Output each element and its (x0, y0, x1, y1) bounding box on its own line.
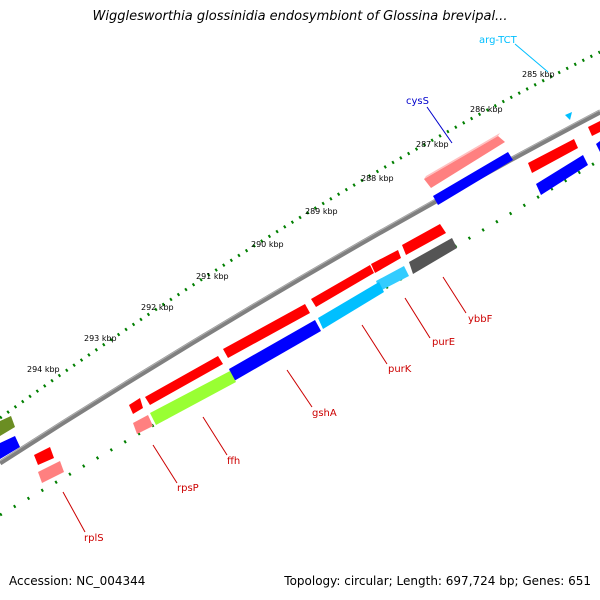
feature-gene-mid-3 (223, 304, 310, 358)
feature-gene-right-1 (528, 139, 578, 173)
label-gsha: gshA (312, 408, 337, 419)
leader-rpls (62, 491, 86, 533)
feature-gene-mid-1 (371, 250, 401, 273)
feature-gene-far-left (34, 447, 54, 465)
label-ybbf: ybbF (468, 314, 493, 325)
tick-label-294: 294 kbp (27, 365, 60, 374)
tick-label-291: 291 kbp (196, 272, 229, 281)
feature-gene-right-3 (536, 155, 588, 195)
feature-cyss-upper-top (424, 133, 500, 179)
map-title: Wigglesworthia glossinidia endosymbiont … (92, 9, 508, 24)
leader-arg-tct (514, 43, 549, 73)
feature-arg-tct-trna (565, 112, 572, 120)
label-cyss: cysS (406, 96, 429, 107)
feature-gene-left-2 (129, 398, 143, 414)
tick-label-289: 289 kbp (305, 207, 338, 216)
feature-ffh (150, 371, 236, 425)
label-ffh: ffh (227, 456, 240, 467)
leader-purk (361, 324, 388, 365)
tick-label-292: 292 kbp (141, 303, 174, 312)
genome-backbone-highlight (0, 109, 600, 462)
feature-gene-right-2 (588, 121, 600, 136)
genome-backbone (0, 109, 600, 466)
feature-ybbf-lower (409, 238, 457, 274)
feature-olive-left (0, 416, 15, 436)
feature-ybbf-upper (402, 224, 446, 255)
outer-tick-ring (0, 50, 600, 420)
feature-cyss-upper (424, 136, 505, 188)
feature-pure (376, 266, 409, 291)
feature-gsha (229, 320, 321, 381)
tick-label-285: 285 kbp (522, 70, 555, 79)
tick-label-286: 286 kbp (470, 105, 503, 114)
feature-cyss-lower (433, 152, 513, 205)
feature-rpls (38, 461, 64, 483)
genome-summary: Topology: circular; Length: 697,724 bp; … (284, 574, 591, 588)
feature-gene-right-4 (596, 141, 600, 152)
label-rpls: rplS (84, 533, 104, 544)
leader-pure (404, 297, 431, 339)
tick-label-293: 293 kbp (84, 334, 117, 343)
label-pure: purE (432, 337, 455, 348)
feature-purk (318, 282, 384, 329)
tick-label-288: 288 kbp (361, 174, 394, 183)
feature-gene-left-1 (145, 356, 223, 405)
feature-gene-mid-2 (311, 265, 374, 307)
tick-label-287: 287 kbp (416, 140, 449, 149)
label-arg-tct: arg-TCT (479, 35, 518, 46)
leader-ffh (202, 416, 228, 456)
label-purk: purK (388, 364, 412, 375)
leader-gsha (286, 369, 313, 408)
accession-label: Accession: NC_004344 (9, 574, 146, 588)
label-rpsp: rpsP (177, 483, 199, 494)
leader-ybbf (442, 276, 467, 314)
feature-rpsp (133, 415, 153, 434)
feature-blue-left (0, 436, 20, 459)
tick-label-290: 290 kbp (251, 240, 284, 249)
leader-cyss (426, 106, 453, 144)
leader-rpsp (152, 444, 178, 484)
